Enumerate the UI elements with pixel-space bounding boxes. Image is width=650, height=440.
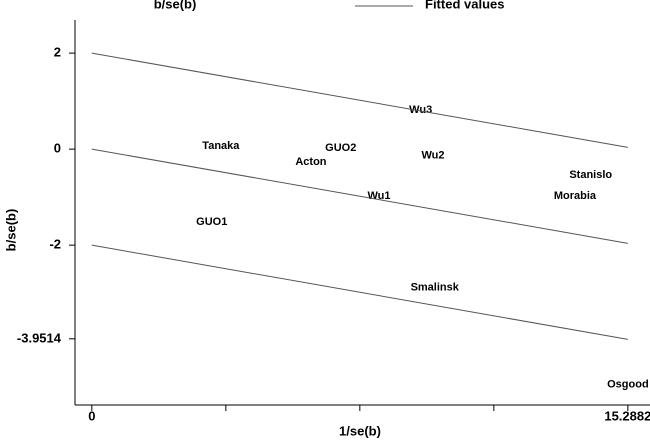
band-line (91, 52, 628, 148)
y-axis-label: b/se(b) (3, 209, 18, 252)
point-label: Acton (295, 156, 326, 168)
x-tick-label: 15.2882 (604, 408, 650, 423)
y-tick-label: 2 (54, 45, 61, 60)
point-label: Morabia (554, 190, 597, 202)
point-label: Wu2 (421, 149, 444, 161)
x-tick-label: 0 (88, 408, 95, 423)
point-label: Tanaka (202, 140, 240, 152)
point-label: Wu1 (367, 190, 390, 202)
point-label: GUO2 (325, 142, 356, 154)
point-label: Wu3 (409, 104, 432, 116)
point-label: Smalinsk (411, 281, 460, 293)
x-axis-label: 1/se(b) (339, 423, 381, 438)
point-label: GUO1 (196, 216, 227, 228)
point-label: Stanislo (569, 169, 612, 181)
y-tick-label: -3.9514 (17, 330, 62, 345)
band-line (91, 244, 628, 340)
legend-label: Fitted values (425, 0, 504, 11)
y-tick-label: -2 (49, 237, 61, 252)
legend-label: b/se(b) (154, 0, 197, 11)
fitted-line (91, 148, 628, 244)
y-tick-label: 0 (54, 141, 61, 156)
point-label: Osgood (607, 378, 649, 390)
